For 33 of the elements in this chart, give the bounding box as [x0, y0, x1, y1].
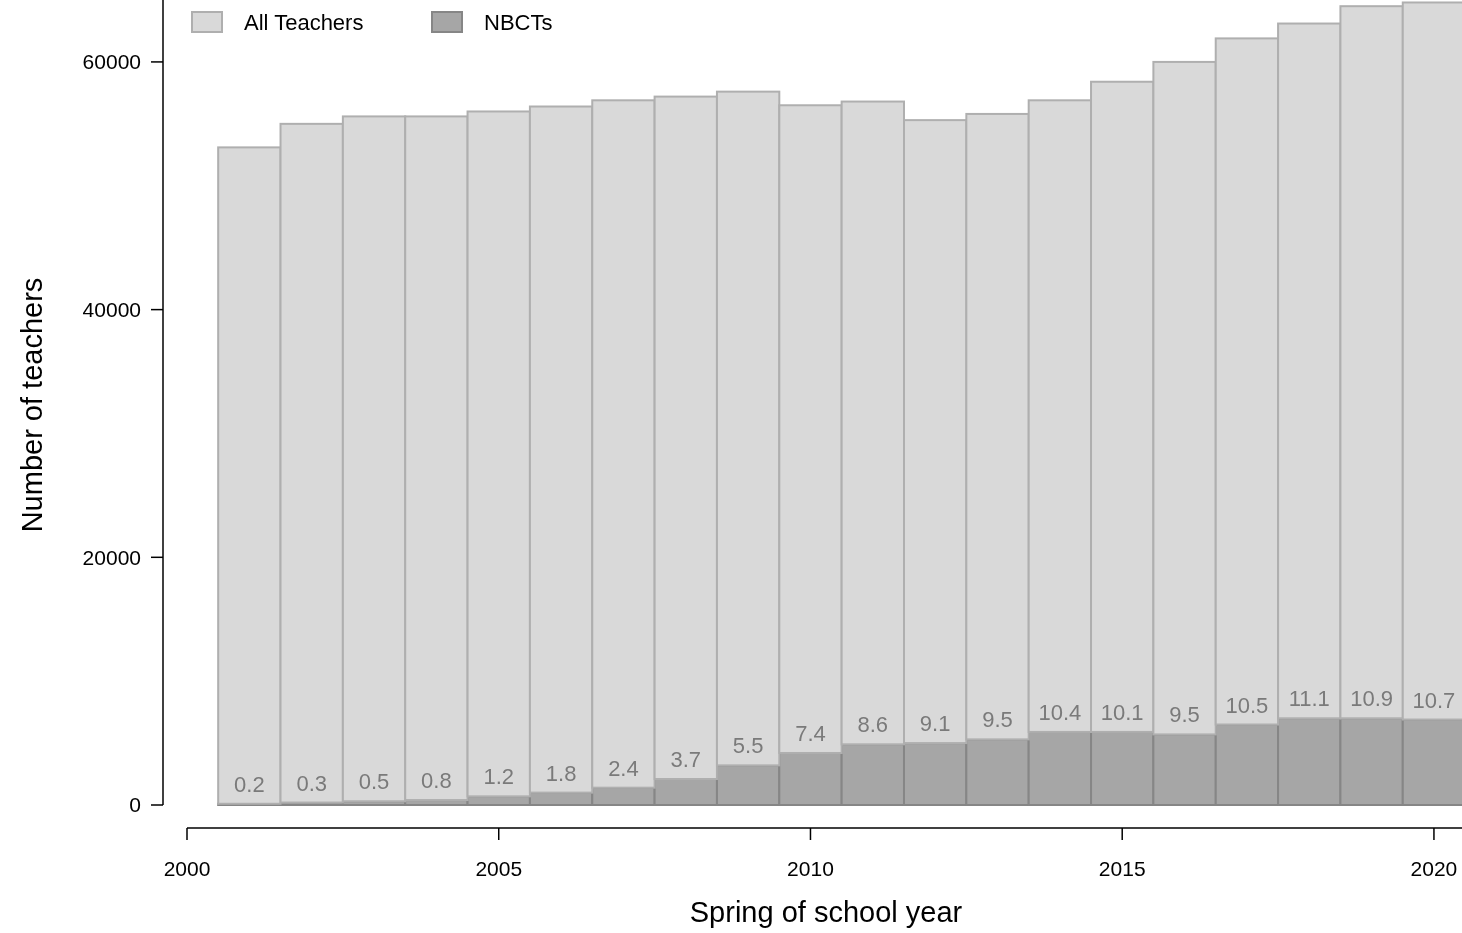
- annotation: 2.4: [608, 755, 639, 781]
- annotation: 8.6: [857, 712, 889, 738]
- y-tick-label: 60000: [82, 50, 141, 74]
- annotation: 10.1: [1100, 699, 1144, 725]
- annotation: 10.9: [1350, 686, 1394, 712]
- annotation: 10.4: [1038, 699, 1082, 725]
- y-axis-title: Number of teachers: [16, 277, 48, 533]
- annotation: 1.8: [545, 760, 577, 786]
- x-tick-label: 2010: [787, 857, 834, 880]
- annotation: 10.5: [1225, 692, 1269, 718]
- annotation: 9.5: [982, 707, 1013, 733]
- annotation: 11.1: [1288, 686, 1330, 712]
- annotation: 9.5: [1169, 702, 1200, 728]
- legend-label: NBCTs: [484, 9, 553, 35]
- annotation: 1.2: [483, 764, 515, 790]
- y-tick-label: 0: [129, 793, 141, 817]
- x-tick-label: 2020: [1410, 857, 1458, 880]
- annotation: 9.1: [919, 711, 951, 737]
- annotation: 10.7: [1412, 687, 1456, 713]
- annotation: 0.5: [358, 769, 390, 795]
- annotation: 7.4: [795, 720, 826, 746]
- annotation: 3.7: [670, 746, 702, 772]
- x-tick-label: 2005: [475, 857, 523, 880]
- x-axis-title: Spring of school year: [689, 896, 963, 928]
- annotation: 0.2: [234, 771, 265, 797]
- annotation: 5.5: [732, 733, 764, 759]
- legend-label: All Teachers: [244, 9, 364, 35]
- annotation: 0.8: [421, 768, 452, 794]
- y-tick-label: 40000: [82, 297, 141, 321]
- x-tick-label: 2000: [163, 857, 211, 880]
- x-tick-label: 2015: [1098, 857, 1146, 880]
- y-tick-label: 20000: [82, 545, 141, 569]
- annotation: 0.3: [296, 770, 327, 796]
